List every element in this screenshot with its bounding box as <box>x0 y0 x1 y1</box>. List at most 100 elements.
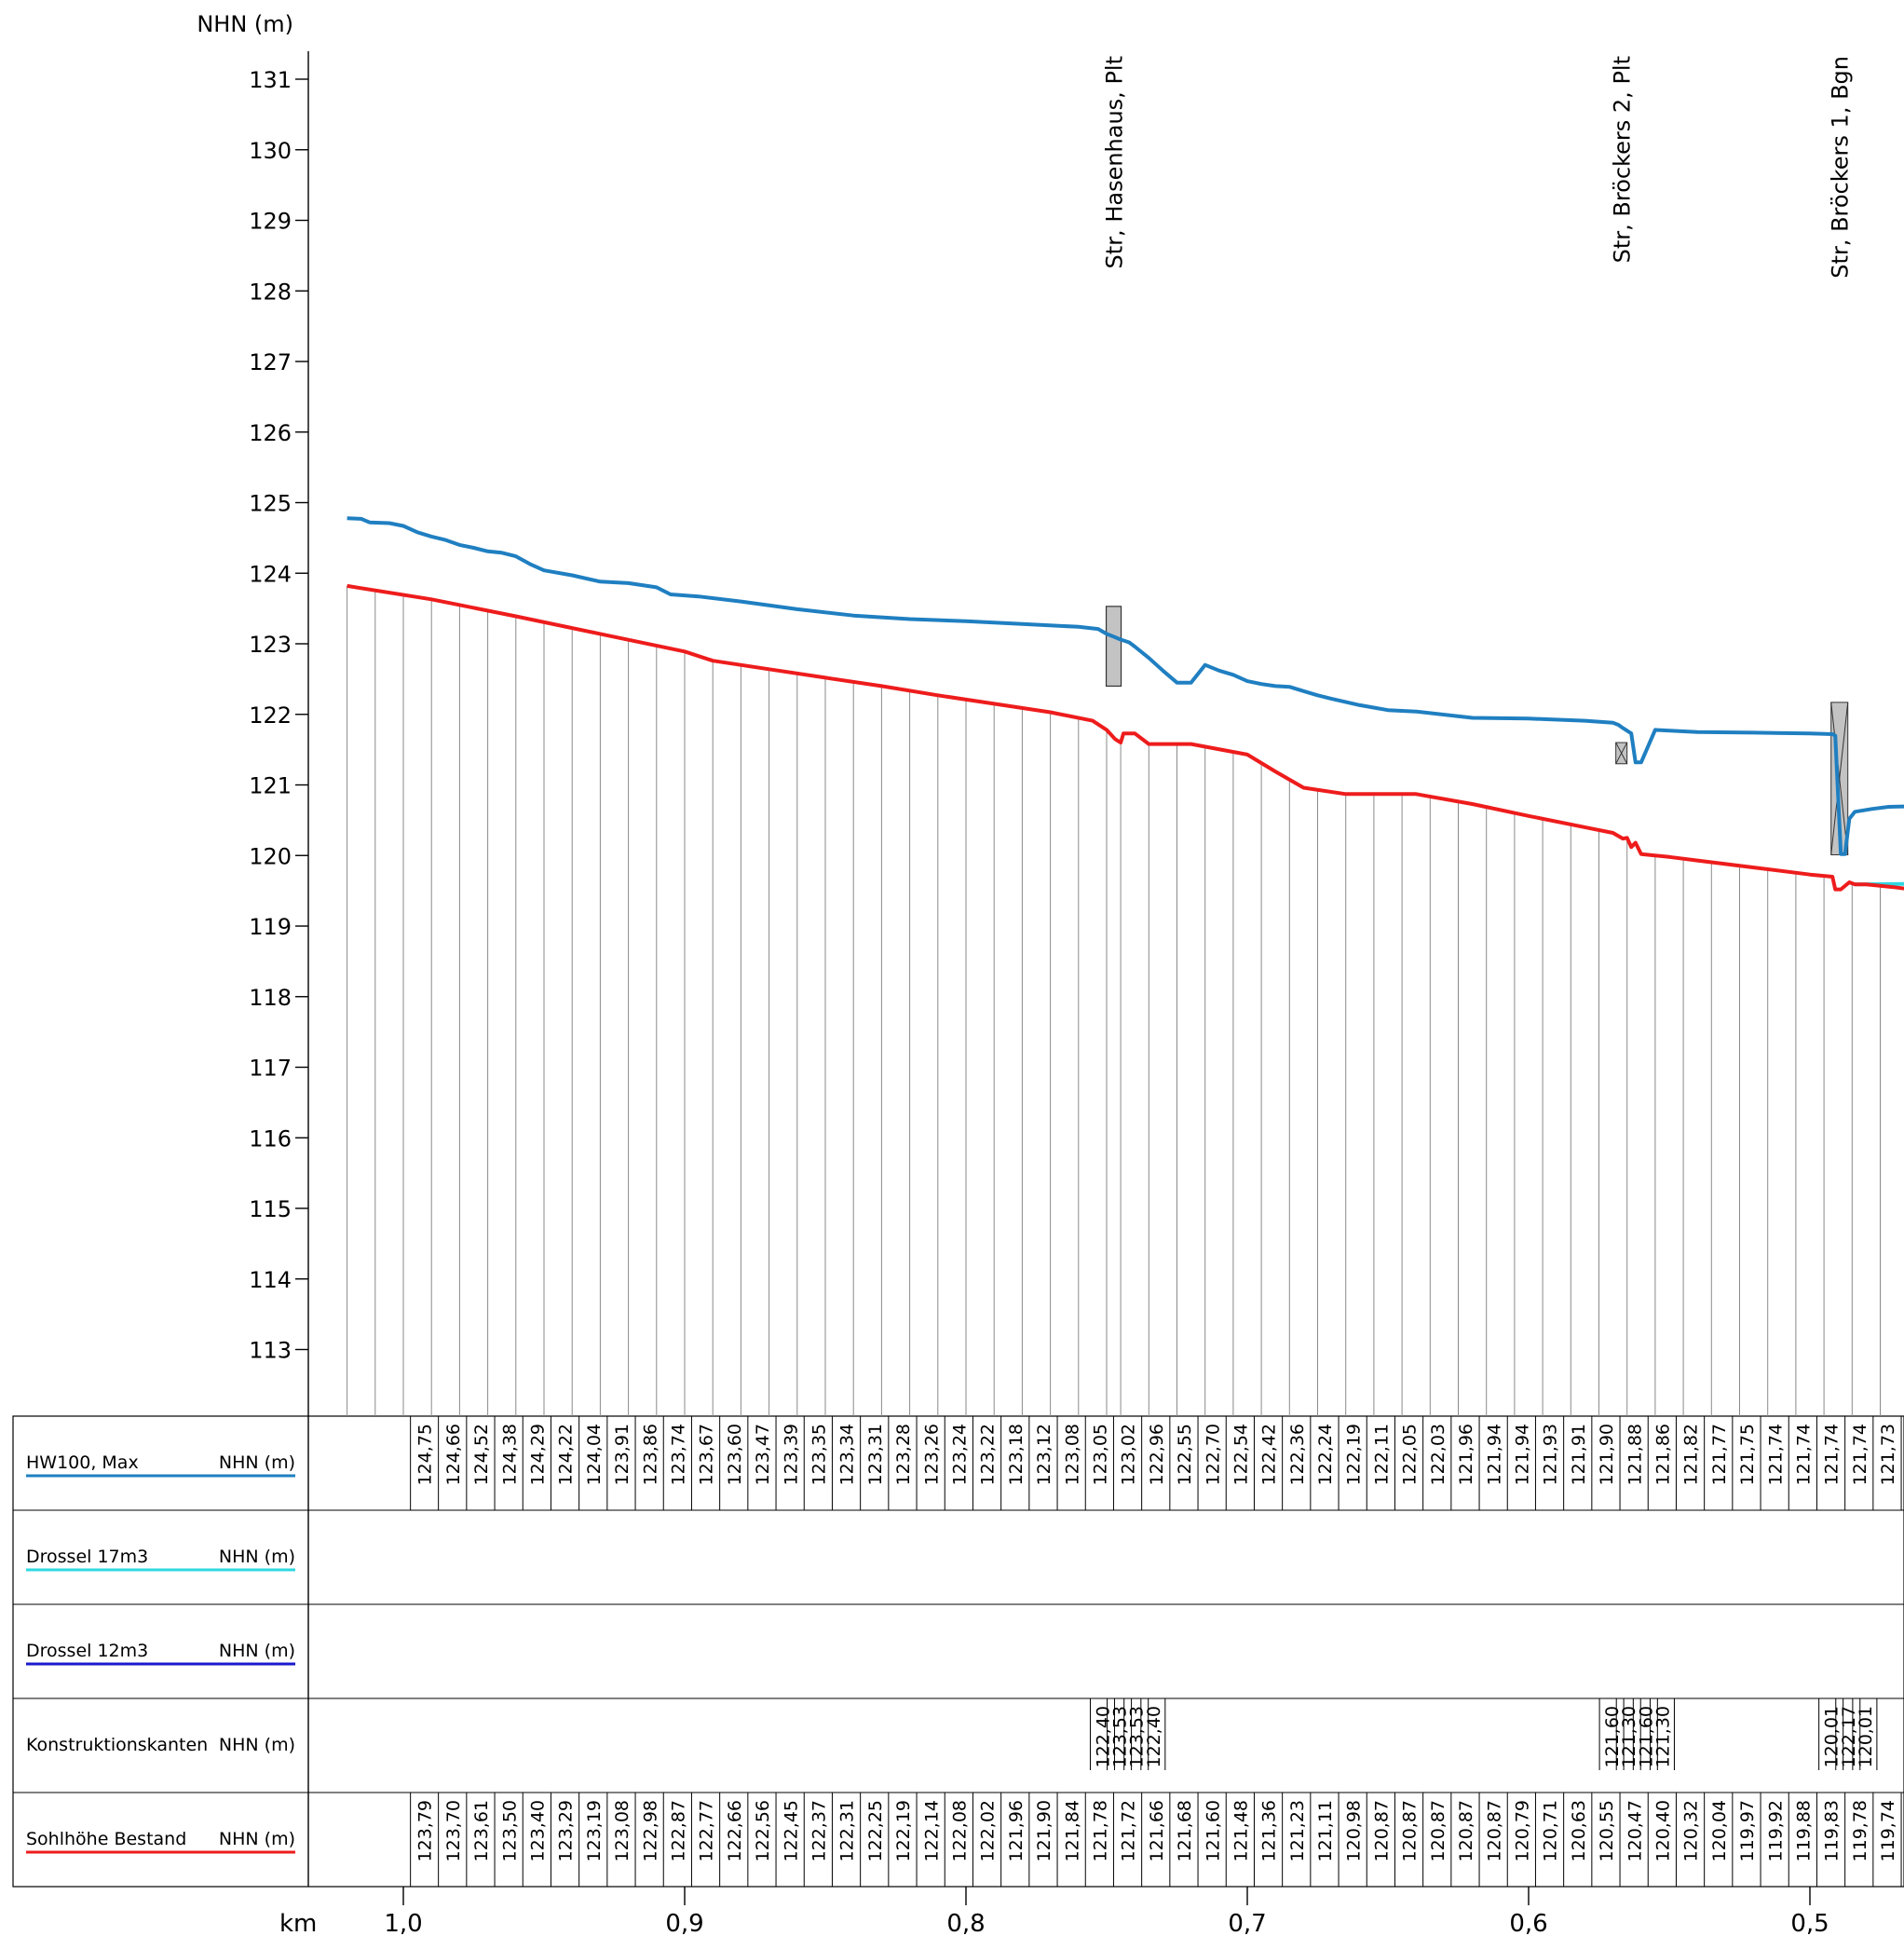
table-cell-value: 121,60 <box>1203 1800 1223 1861</box>
table-cell-value: 123,91 <box>612 1424 632 1485</box>
table-cell-value: 123,50 <box>499 1800 520 1861</box>
table-cell-value: 122,98 <box>640 1800 660 1861</box>
row-unit: NHN (m) <box>219 1452 295 1473</box>
x-axis: km 1,0 0,9 0,8 0,7 0,6 0,5 <box>279 1887 1829 1936</box>
row-name: Drossel 17m3 <box>26 1547 148 1567</box>
table-cell-value: 124,29 <box>527 1424 548 1485</box>
y-tick-label: 125 <box>249 491 292 517</box>
table-cell-value: 121,94 <box>1512 1424 1532 1485</box>
table-cell-value: 122,08 <box>949 1800 970 1861</box>
y-axis-label: NHN (m) <box>197 11 293 37</box>
table-cell-value: 121,96 <box>1456 1424 1476 1485</box>
table-cell-value: 121,74 <box>1850 1424 1870 1485</box>
table-cell-value: 121,75 <box>1737 1424 1758 1485</box>
table-cell-value: 121,74 <box>1822 1424 1843 1485</box>
table-cell-value: 121,90 <box>1597 1424 1617 1485</box>
table-cell-value: 119,83 <box>1822 1800 1843 1861</box>
table-cell-value: 120,40 <box>1652 1800 1673 1861</box>
table-cell-value: 120,87 <box>1400 1800 1421 1861</box>
table-cell-value: 119,97 <box>1737 1800 1758 1861</box>
table-cell-value: 122,56 <box>753 1800 773 1861</box>
table-cell-value: 122,42 <box>1259 1424 1280 1485</box>
y-tick-label: 122 <box>249 702 292 729</box>
row-unit: NHN (m) <box>219 1829 295 1849</box>
table-cell-value: 120,55 <box>1597 1800 1617 1861</box>
table-cell-value: 121,11 <box>1315 1800 1336 1861</box>
structure-cross <box>1615 742 1628 765</box>
row-unit: NHN (m) <box>219 1547 295 1567</box>
table-row-hw100-max: HW100, Max NHN (m) 124,75 124,66 124,52 124,3… <box>26 1416 1902 1510</box>
y-tick-label: 121 <box>249 773 292 799</box>
table-cell-value: 120,01 <box>1822 1706 1843 1767</box>
table-cell-value: 123,08 <box>1062 1424 1082 1485</box>
y-tick-label: 128 <box>249 279 292 305</box>
table-cell-value: 120,63 <box>1569 1800 1589 1861</box>
table-cell-value: 121,88 <box>1625 1424 1645 1485</box>
table-cell-value: 122,11 <box>1371 1424 1392 1485</box>
y-tick-label: 119 <box>249 914 292 940</box>
y-tick-label: 114 <box>249 1267 292 1293</box>
table-cell-value: 122,36 <box>1287 1424 1308 1485</box>
table-cell-value: 121,78 <box>1090 1800 1110 1861</box>
table-cell-value: 122,40 <box>1093 1706 1113 1767</box>
table-cell-value: 122,24 <box>1315 1424 1336 1485</box>
table-cell-value: 121,74 <box>1793 1424 1814 1485</box>
table-cell-value: 124,66 <box>443 1424 464 1485</box>
table-cell-value: 124,22 <box>556 1424 577 1485</box>
table-cell-value: 122,19 <box>893 1800 914 1861</box>
table-cell-value: 121,77 <box>1709 1424 1730 1485</box>
table-cell-value: 121,86 <box>1652 1424 1673 1485</box>
table-cell-value: 120,71 <box>1541 1800 1561 1861</box>
table-cell-value: 120,87 <box>1484 1800 1504 1861</box>
table-cell-value: 122,55 <box>1175 1424 1195 1485</box>
station-drop-lines <box>347 585 1881 1416</box>
x-tick-label: 0,8 <box>946 1910 985 1936</box>
table-cell-value: 123,35 <box>809 1424 829 1485</box>
table-cell-value: 122,70 <box>1203 1424 1223 1485</box>
table-cell-value: 121,66 <box>1147 1800 1167 1861</box>
y-tick-label: 129 <box>249 209 292 235</box>
structure-markers: Str, Hasenhaus, Plt Str, Bröckers 2, Plt S… <box>1102 56 1854 855</box>
chart-frame <box>12 51 1904 1888</box>
table-cell-value: 120,32 <box>1681 1800 1702 1861</box>
y-tick-label: 127 <box>249 349 292 375</box>
table-cell-value: 121,68 <box>1175 1800 1195 1861</box>
row-unit: NHN (m) <box>219 1641 295 1661</box>
x-axis-label: km <box>279 1910 317 1936</box>
y-axis-ticks: 131 130 129 128 127 126 125 124 123 122 121 120 119 1… <box>249 67 308 1364</box>
table-cell-value: 121,48 <box>1231 1800 1251 1861</box>
table-cell-value: 121,82 <box>1681 1424 1702 1485</box>
structure-label: Str, Bröckers 1, Bgn <box>1828 56 1854 279</box>
series-line-sohlh-he-bestand <box>347 583 1904 892</box>
table-cell-value: 121,72 <box>1119 1800 1139 1861</box>
row-name: HW100, Max <box>26 1452 139 1473</box>
table-cell-value: 123,61 <box>471 1800 492 1861</box>
table-cell-value: 123,74 <box>668 1424 688 1485</box>
table-row-sohlh-he-bestand: Sohlhöhe Bestand NHN (m) 123,79 123,70 123,6… <box>26 1793 1902 1887</box>
table-cell-value: 121,93 <box>1541 1424 1561 1485</box>
table-cell-value: 124,38 <box>499 1424 520 1485</box>
table-cell-value: 120,87 <box>1456 1800 1476 1861</box>
table-cell-value: 123,26 <box>921 1424 942 1485</box>
table-cell-value: 124,75 <box>415 1424 436 1485</box>
table-cell-value: 123,22 <box>978 1424 999 1485</box>
table-cell-value: 122,77 <box>697 1800 717 1861</box>
y-tick-label: 118 <box>249 985 292 1011</box>
table-cell-value: 122,25 <box>865 1800 886 1861</box>
table-cell-value: 123,34 <box>837 1424 858 1485</box>
x-tick-label: 0,7 <box>1228 1910 1266 1936</box>
table-cell-value: 124,04 <box>584 1424 605 1485</box>
y-tick-label: 117 <box>249 1056 292 1082</box>
y-axis: NHN (m) <box>197 11 293 37</box>
y-tick-label: 131 <box>249 67 292 93</box>
table-cell-value: 123,40 <box>527 1800 548 1861</box>
table-cell-value: 122,03 <box>1428 1424 1448 1485</box>
table-cell-value: 121,96 <box>1006 1800 1027 1861</box>
table-cell-value: 123,39 <box>781 1424 801 1485</box>
table-cell-value: 122,37 <box>809 1800 829 1861</box>
table-cell-value: 120,04 <box>1709 1800 1730 1861</box>
table-cell-value: 121,90 <box>1034 1800 1054 1861</box>
table-cell-value: 121,60 <box>1602 1706 1623 1767</box>
data-table-rows: HW100, Max NHN (m) 124,75 124,66 124,52 124,3… <box>26 1416 1902 1887</box>
